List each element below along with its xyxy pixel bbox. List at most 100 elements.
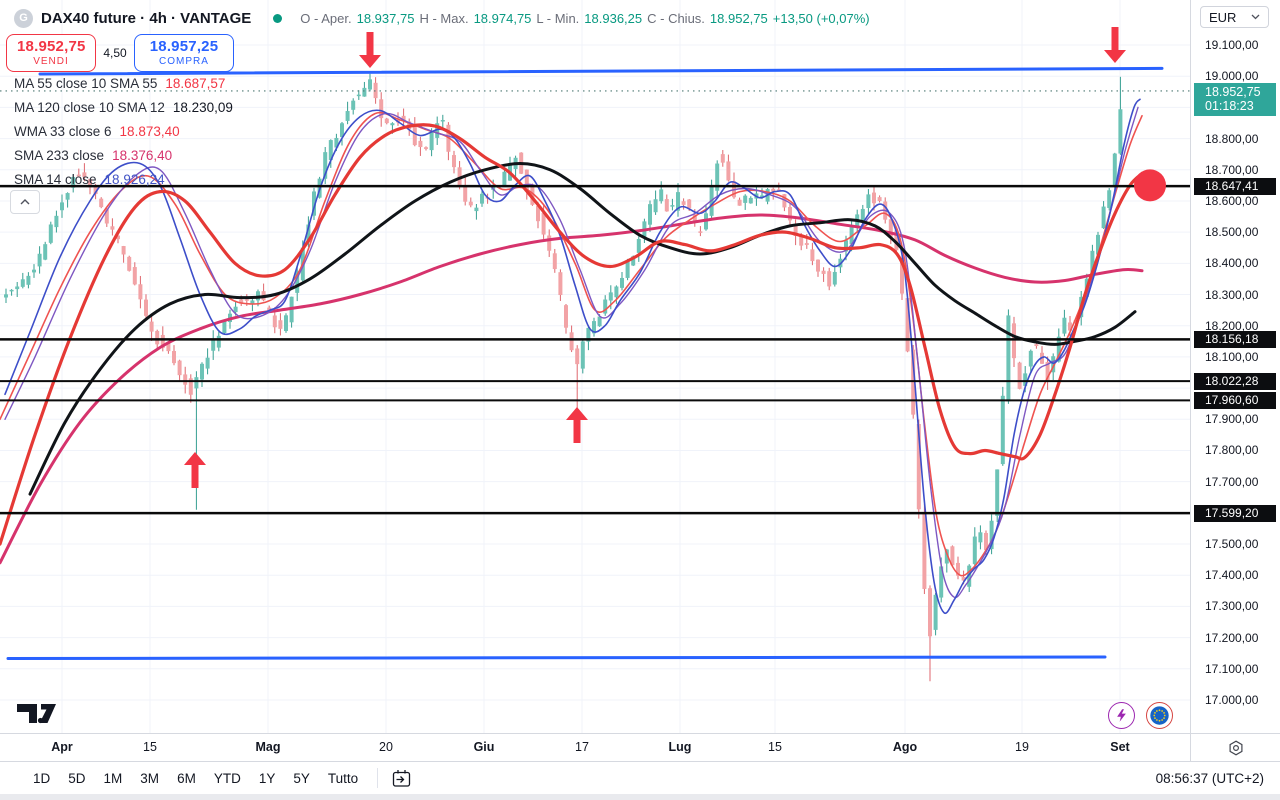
ohlc-readout: O - Aper. 18.937,75 H - Max. 18.974,75 L… <box>300 11 869 26</box>
arrow-up-marker[interactable] <box>184 452 206 488</box>
indicator-value: 18.376,40 <box>112 147 173 163</box>
range-button-3m[interactable]: 3M <box>131 766 168 791</box>
indicator-label: WMA 33 close 6 <box>14 123 112 139</box>
ma-line-ma-120[interactable] <box>28 162 1137 496</box>
price-tick: 18.700,00 <box>1205 162 1259 177</box>
price-tick: 17.100,00 <box>1205 661 1259 676</box>
sell-label: VENDI <box>33 56 69 67</box>
price-tick: 17.900,00 <box>1205 412 1259 427</box>
arrow-up-marker[interactable] <box>566 407 588 443</box>
price-level-badge: 18.156,18 <box>1194 330 1276 348</box>
price-tick: 17.700,00 <box>1205 474 1259 489</box>
time-label: 19 <box>1015 740 1029 754</box>
range-button-1d[interactable]: 1D <box>24 766 59 791</box>
chart-settings-gear-icon[interactable] <box>1228 740 1244 756</box>
tradingview-logo[interactable] <box>16 697 60 730</box>
price-tick: 18.500,00 <box>1205 225 1259 240</box>
trade-panel: 18.952,75 VENDI 4,50 18.957,25 COMPRA <box>6 34 234 72</box>
toolbar-divider <box>377 768 379 788</box>
price-tick: 18.800,00 <box>1205 131 1259 146</box>
indicator-label: MA 120 close 10 SMA 12 <box>14 99 165 115</box>
time-label: 15 <box>768 740 782 754</box>
ma-line-ma-55[interactable] <box>0 123 1144 546</box>
currency-button[interactable]: EUR <box>1200 6 1269 28</box>
chart-canvas[interactable] <box>0 0 1190 733</box>
indicator-value: 18.873,40 <box>119 123 180 139</box>
time-label: 15 <box>143 740 157 754</box>
chevron-up-icon <box>20 199 30 205</box>
currency-label: EUR <box>1209 9 1237 25</box>
go-to-date-button[interactable] <box>388 767 415 790</box>
change-value: +13,50 (+0,07%) <box>772 10 870 26</box>
calendar-icon <box>392 769 411 787</box>
open-label: O - Aper. <box>300 10 352 26</box>
range-button-1m[interactable]: 1M <box>95 766 132 791</box>
time-axis[interactable]: Apr 15 Mag 20 Giu 17 Lug 15 Ago 19 Set <box>0 733 1280 762</box>
bar-countdown: 01:18:23 <box>1205 98 1254 113</box>
indicator-value: 18.926,24 <box>104 171 165 187</box>
axis-corner <box>1190 734 1280 762</box>
indicator-row[interactable]: SMA 233 close 18.376,40 <box>14 143 233 167</box>
trendline[interactable] <box>6 655 1107 661</box>
indicator-legend: MA 55 close 10 SMA 55 18.687,57 MA 120 clo… <box>14 71 233 191</box>
time-label: Lug <box>668 740 692 754</box>
ma-line-sma-14[interactable] <box>4 98 1141 615</box>
price-tick: 17.400,00 <box>1205 568 1259 583</box>
range-button-5y[interactable]: 5Y <box>284 766 319 791</box>
buy-button[interactable]: 18.957,25 COMPRA <box>134 34 234 72</box>
arrow-down-marker[interactable] <box>1104 27 1126 63</box>
arrow-down-marker[interactable] <box>359 32 381 68</box>
red-circle-marker[interactable] <box>1134 169 1166 202</box>
eu-market-button[interactable] <box>1146 702 1173 729</box>
symbol-title[interactable]: DAX40 future · 4h · VANTAGE <box>41 9 252 27</box>
price-tick: 19.100,00 <box>1205 38 1259 52</box>
trendline[interactable] <box>38 66 1164 76</box>
chevron-down-icon <box>1251 14 1260 20</box>
eu-flag-icon <box>1150 706 1169 725</box>
price-level-badge: 17.960,60 <box>1194 391 1276 409</box>
indicator-row[interactable]: MA 55 close 10 SMA 55 18.687,57 <box>14 71 233 95</box>
market-status-icon[interactable] <box>273 13 283 23</box>
ma-line-sma-233[interactable] <box>0 213 1144 565</box>
range-button-1y[interactable]: 1Y <box>250 766 285 791</box>
time-label: Mag <box>255 740 281 754</box>
indicator-value: 18.230,09 <box>172 99 233 115</box>
current-price-value: 18.952,75 <box>1205 84 1261 99</box>
low-label: L - Min. <box>536 10 580 26</box>
time-label: Ago <box>892 740 918 754</box>
clock[interactable]: 08:56:37 (UTC+2) <box>1155 770 1264 786</box>
lightning-icon <box>1117 709 1126 722</box>
bottom-strip <box>0 794 1280 800</box>
indicator-row[interactable]: SMA 14 close 18.926,24 <box>14 167 233 191</box>
range-button-5d[interactable]: 5D <box>59 766 94 791</box>
price-tick: 17.300,00 <box>1205 599 1259 614</box>
sell-button[interactable]: 18.952,75 VENDI <box>6 34 96 72</box>
price-level-badge: 18.022,28 <box>1194 372 1276 390</box>
buy-price: 18.957,25 <box>149 38 219 55</box>
collapse-legend-button[interactable] <box>10 190 40 214</box>
indicator-row[interactable]: WMA 33 close 6 18.873,40 <box>14 119 233 143</box>
indicator-value: 18.687,57 <box>165 75 226 91</box>
symbol-logo-icon[interactable]: G <box>14 8 33 28</box>
price-tick: 18.100,00 <box>1205 349 1259 364</box>
range-button-ytd[interactable]: YTD <box>205 766 250 791</box>
close-label: C - Chius. <box>647 10 705 26</box>
open-value: 18.937,75 <box>356 10 415 26</box>
price-level-badge: 18.647,41 <box>1194 177 1276 195</box>
range-button-tutto[interactable]: Tutto <box>319 766 367 791</box>
price-tick: 18.600,00 <box>1205 193 1259 208</box>
chart-pane[interactable]: G DAX40 future · 4h · VANTAGE O - Aper. … <box>0 0 1190 733</box>
range-button-6m[interactable]: 6M <box>168 766 205 791</box>
symbol-header: G DAX40 future · 4h · VANTAGE O - Aper. … <box>14 7 870 29</box>
instant-trading-button[interactable] <box>1108 702 1135 729</box>
high-value: 18.974,75 <box>473 10 532 26</box>
price-axis[interactable]: EUR 19.100,00 19.000,00 18.800,00 18.700,00… <box>1190 0 1280 733</box>
buy-label: COMPRA <box>159 56 209 67</box>
ma-line-wma-33[interactable] <box>0 111 1143 577</box>
time-label: 20 <box>379 740 393 754</box>
ma-line-ma-55-signal[interactable] <box>4 106 1139 599</box>
sell-price: 18.952,75 <box>17 38 86 55</box>
indicator-row[interactable]: MA 120 close 10 SMA 12 18.230,09 <box>14 95 233 119</box>
price-tick: 18.200,00 <box>1205 318 1259 333</box>
